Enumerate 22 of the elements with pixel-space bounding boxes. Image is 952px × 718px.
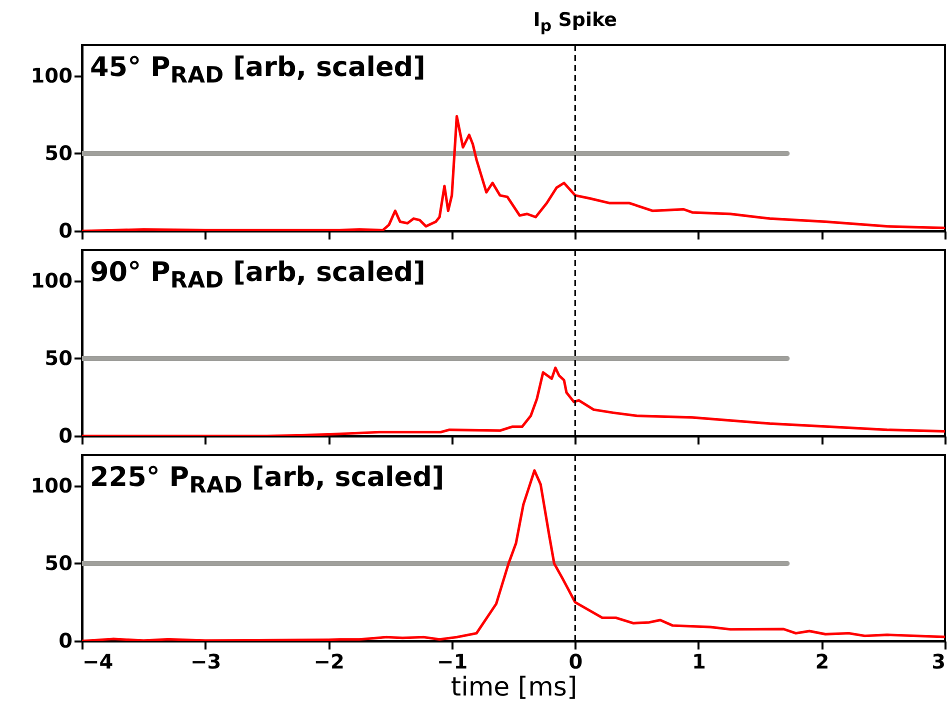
x-tick-label: 1: [692, 650, 706, 674]
chart-title: 90° P$_{RAD}$ [arb, scaled]: [90, 257, 426, 296]
y-tick-label: 100: [30, 474, 72, 498]
y-tick-label: 50: [44, 141, 72, 165]
x-axis-title: time [ms]: [450, 672, 578, 702]
ref-line-label: I$_{p}$ Spike: [533, 9, 618, 37]
y-tick-label: 100: [30, 268, 72, 292]
x-tick-label: −1: [437, 650, 468, 674]
y-tick-label: 50: [44, 551, 72, 575]
x-tick-label: −3: [190, 650, 222, 674]
y-tick-label: 0: [58, 218, 72, 242]
x-tick-label: −4: [82, 650, 114, 674]
x-tick-label: 3: [932, 650, 946, 674]
x-tick-label: 2: [815, 650, 830, 674]
y-tick-label: 50: [44, 346, 72, 370]
x-tick-label: 0: [568, 650, 583, 674]
y-tick-label: 0: [58, 424, 72, 448]
y-tick-label: 0: [58, 628, 72, 652]
x-tick-label: −2: [314, 650, 344, 674]
chart-title: 225° P$_{RAD}$ [arb, scaled]: [90, 462, 444, 500]
y-tick-label: 100: [30, 64, 72, 88]
chart-title: 45° P$_{RAD}$ [arb, scaled]: [90, 52, 426, 90]
